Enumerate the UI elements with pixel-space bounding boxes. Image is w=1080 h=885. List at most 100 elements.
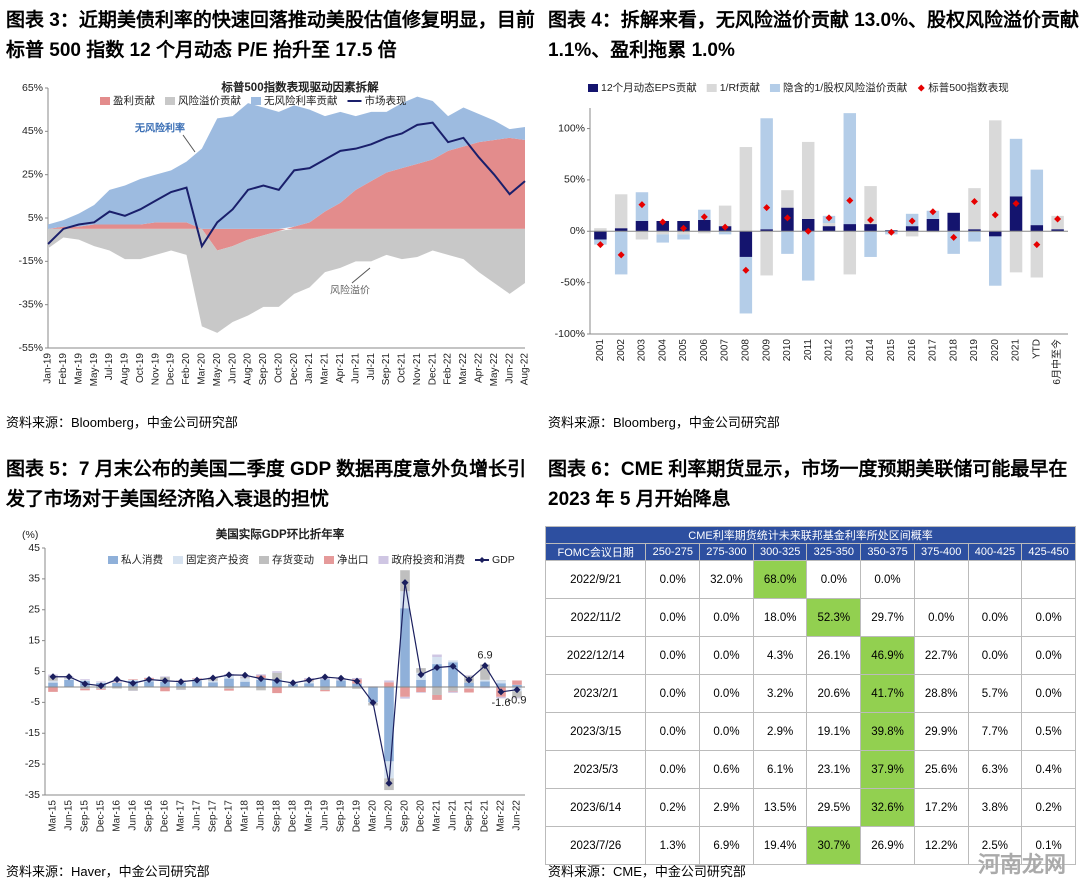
- point: [617, 251, 625, 259]
- marker: [49, 673, 57, 681]
- bar: [336, 680, 346, 687]
- y-tick-label: 45%: [22, 125, 43, 137]
- marker: [225, 671, 233, 679]
- x-tick-label: Jun-18: [256, 800, 267, 831]
- table-cell: [1021, 560, 1076, 599]
- bar: [656, 234, 669, 243]
- table-cell: 2022/9/21: [544, 560, 647, 599]
- marker: [289, 679, 297, 687]
- area: [48, 228, 525, 333]
- bar: [96, 688, 106, 690]
- bar: [240, 678, 250, 682]
- bar: [320, 690, 330, 692]
- x-tick-label: 2019: [969, 339, 980, 362]
- bar: [352, 686, 362, 689]
- x-tick-label: 2004: [657, 339, 668, 362]
- table-cell: [967, 560, 1023, 599]
- x-tick-label: Mar-22: [496, 800, 507, 832]
- source: 资料来源：CME，中金公司研究部: [548, 864, 746, 879]
- bar: [926, 218, 940, 232]
- marker: [305, 676, 313, 684]
- table-cell: 0.4%: [1021, 750, 1076, 789]
- bar: [352, 683, 362, 687]
- x-tick-label: May-20: [212, 353, 223, 387]
- table-cell: 2023/7/26: [544, 826, 647, 865]
- bar: [464, 682, 474, 687]
- x-tick-label: Mar-19: [304, 800, 315, 832]
- bar: [224, 678, 234, 687]
- legend-swatch: [769, 84, 780, 92]
- x-tick-label: Apr-21: [335, 353, 346, 383]
- bar: [739, 256, 753, 314]
- bar: [80, 688, 90, 691]
- bar: [947, 231, 960, 254]
- bar: [272, 672, 282, 680]
- x-tick-label: Jun-20: [384, 800, 395, 831]
- x-tick-label: Sep-18: [272, 800, 283, 833]
- x-tick-label: Jul-19: [104, 353, 115, 381]
- bar: [448, 660, 458, 663]
- x-tick-label: 2008: [741, 339, 752, 362]
- bar: [677, 234, 690, 240]
- x-tick-label: Dec-20: [416, 800, 427, 833]
- point: [721, 223, 729, 231]
- bar: [64, 679, 74, 687]
- bar: [614, 194, 628, 229]
- column-header: 325-350: [806, 543, 862, 561]
- table-row: 2023/5/3 0.0% 0.6% 6.1% 23.1% 37.9% 25.6% 6.3% 0…: [544, 750, 1076, 789]
- x-tick-label: Sep-20: [400, 800, 411, 833]
- table-cell: 29.5%: [806, 788, 862, 827]
- legend-label: 政府投资和消费: [392, 553, 466, 566]
- table-cell: 0.0%: [645, 636, 701, 675]
- legend-label: 市场表现: [365, 94, 407, 107]
- source: 资料来源：Haver，中金公司研究部: [6, 864, 210, 879]
- x-tick-label: Jun-22: [504, 353, 515, 384]
- bar: [698, 219, 711, 232]
- table-cell: 0.2%: [1021, 788, 1076, 827]
- table-cell: 0.0%: [645, 598, 701, 637]
- bar: [128, 686, 138, 691]
- bar: [718, 205, 732, 227]
- table-cell: 32.6%: [860, 788, 915, 827]
- table-cell: 17.2%: [913, 788, 969, 827]
- table-cell: 25.6%: [913, 750, 969, 789]
- bar: [256, 674, 266, 676]
- bar: [112, 682, 122, 687]
- y-tick-label: -100%: [555, 328, 585, 340]
- bar: [512, 697, 522, 699]
- bar: [160, 676, 170, 678]
- point: [1033, 241, 1041, 249]
- bar: [968, 231, 981, 242]
- bar: [718, 231, 732, 235]
- x-tick-label: Mar-20: [197, 353, 208, 385]
- table-cell: 6.9%: [699, 826, 754, 865]
- y-tick-label: 25: [28, 604, 40, 616]
- x-tick-label: 2016: [907, 339, 918, 362]
- bar: [801, 141, 815, 219]
- table-cell: 4.3%: [752, 636, 808, 675]
- x-tick-label: Jun-22: [512, 800, 523, 831]
- table-cell: 68.0%: [752, 560, 808, 599]
- point: [804, 227, 812, 235]
- legend-swatch: [259, 556, 269, 564]
- point: [742, 266, 750, 274]
- x-tick-label: Aug-22: [520, 353, 531, 386]
- bar: [760, 231, 773, 276]
- bar: [432, 694, 442, 700]
- bar: [240, 681, 250, 687]
- x-tick-label: Mar-18: [240, 800, 251, 832]
- x-tick-label: YTD: [1031, 339, 1042, 359]
- bar: [739, 231, 753, 257]
- x-tick-label: 6月中至今: [1050, 339, 1063, 385]
- bar: [160, 686, 170, 692]
- bar: [512, 691, 522, 698]
- table-cell: 5.7%: [967, 674, 1023, 713]
- table-row: 2023/2/1 0.0% 0.0% 3.2% 20.6% 41.7% 28.8% 5.7% 0…: [544, 674, 1076, 713]
- x-tick-label: Jun-21: [448, 800, 459, 831]
- y-tick-label: 45: [28, 542, 40, 554]
- bar: [864, 224, 877, 232]
- legend-label: 风险溢价贡献: [178, 94, 241, 107]
- x-tick-label: Dec-21: [480, 800, 491, 833]
- x-tick-label: Sep-19: [336, 800, 347, 833]
- marker: [417, 671, 425, 679]
